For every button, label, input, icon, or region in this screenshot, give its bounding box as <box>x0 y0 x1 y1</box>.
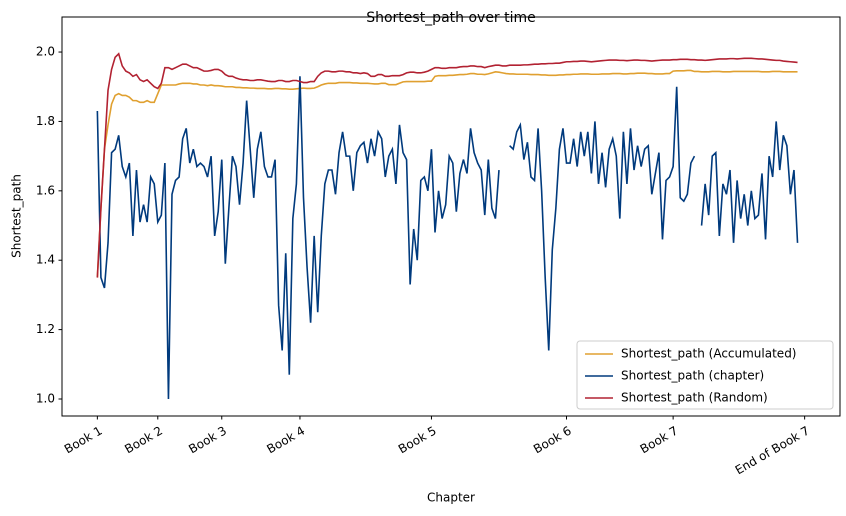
legend-box <box>576 340 834 410</box>
y-axis-label: Shortest_path <box>10 174 24 258</box>
chart-title: Shortest_path over time <box>366 10 536 26</box>
y-tick-label: 1.0 <box>36 391 55 405</box>
legend-label: Shortest_path (Random) <box>621 391 768 405</box>
x-axis-label: Chapter <box>427 491 475 505</box>
x-tick-label: Book 1 <box>62 424 105 457</box>
x-tick-label: Book 7 <box>638 424 681 457</box>
y-tick-label: 2.0 <box>36 45 55 59</box>
y-tick-label: 1.6 <box>36 183 55 197</box>
y-tick-label: 1.8 <box>36 114 55 128</box>
line-series <box>96 52 798 278</box>
plot-frame <box>61 16 841 417</box>
x-tick-label: Book 4 <box>264 424 307 457</box>
y-tick-label: 1.4 <box>36 253 55 267</box>
legend-label: Shortest_path (Accumulated) <box>621 347 797 361</box>
x-tick-label: Book 3 <box>186 424 229 457</box>
y-tick-label: 1.2 <box>36 322 55 336</box>
line-series <box>96 69 798 278</box>
x-tick-label: End of Book 7 <box>733 424 812 478</box>
line-series <box>96 76 799 400</box>
x-tick-label: Book 6 <box>531 424 574 457</box>
x-tick-label: Book 2 <box>122 424 165 457</box>
x-tick-label: Book 5 <box>396 424 439 457</box>
legend-label: Shortest_path (chapter) <box>621 369 764 383</box>
